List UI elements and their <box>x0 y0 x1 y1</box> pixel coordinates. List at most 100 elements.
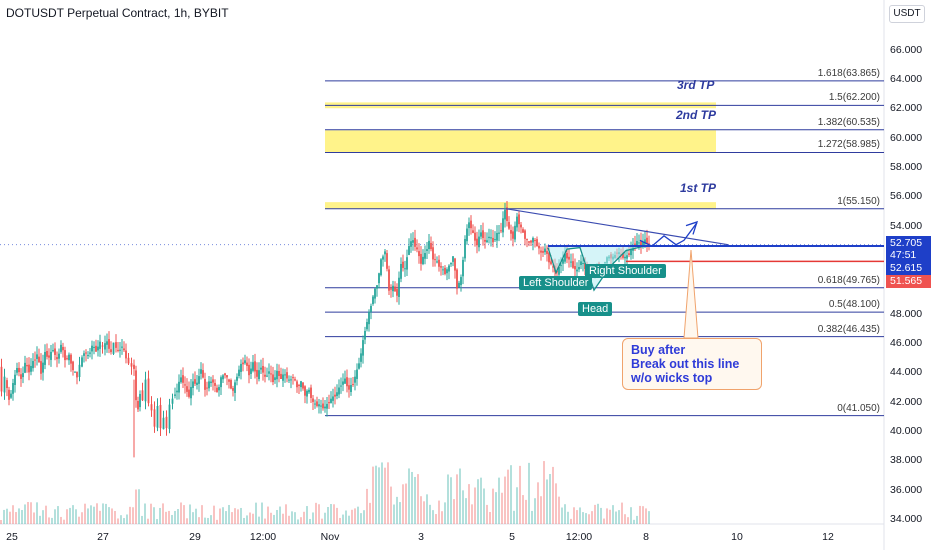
candle-body <box>20 374 22 379</box>
volume-bar <box>216 519 218 524</box>
volume-bar <box>516 487 518 524</box>
volume-bar <box>603 518 605 524</box>
candle-body <box>518 214 520 225</box>
price-tick: 48.000 <box>890 307 923 320</box>
volume-bar <box>390 486 392 524</box>
volume-bar <box>333 504 335 524</box>
candle-body <box>97 346 99 351</box>
candle-body <box>636 240 638 246</box>
target-zone-2 <box>325 130 716 153</box>
candle-body <box>58 353 60 359</box>
volume-bar <box>309 518 311 524</box>
currency-button[interactable]: USDT <box>889 5 925 23</box>
volume-bar <box>594 504 596 524</box>
volume-bar <box>198 517 200 524</box>
candle-body <box>62 346 64 351</box>
volume-bar <box>48 517 50 524</box>
volume-bar <box>288 515 290 524</box>
volume-bar <box>552 466 554 524</box>
candle-body <box>110 349 112 353</box>
volume-bar <box>39 515 41 524</box>
callout-line-2: Break out this line <box>631 357 740 371</box>
candle-body <box>8 389 10 400</box>
candle-body <box>171 398 174 404</box>
volume-bar <box>33 512 35 524</box>
candle-body <box>46 350 48 357</box>
candle-body <box>354 376 356 383</box>
candle-body <box>524 230 526 239</box>
volume-bar <box>165 511 167 524</box>
time-tick: 3 <box>418 531 424 543</box>
time-tick: 10 <box>731 531 743 543</box>
price-tick: 46.000 <box>890 336 923 349</box>
candle-body <box>264 374 266 377</box>
volume-bar <box>330 504 332 524</box>
volume-bar <box>342 514 344 524</box>
volume-bar <box>6 508 8 524</box>
volume-bar <box>246 515 248 524</box>
volume-bar <box>549 473 551 524</box>
candle-body <box>130 363 133 367</box>
candle-body <box>174 394 176 396</box>
candle-body <box>416 247 418 250</box>
volume-bar <box>498 477 500 524</box>
volume-bar <box>645 508 647 524</box>
candle-body <box>448 265 450 272</box>
candle-body <box>346 377 348 387</box>
candle-body <box>504 209 506 220</box>
time-tick: 5 <box>509 531 515 543</box>
volume-bar <box>120 515 122 524</box>
candle-body <box>258 370 260 380</box>
candle-body <box>622 252 624 258</box>
candle-body <box>430 242 432 250</box>
volume-bar <box>504 476 506 524</box>
candle-body <box>538 245 540 249</box>
volume-bar <box>477 479 479 524</box>
volume-bar <box>591 511 593 524</box>
candle-body <box>474 232 476 241</box>
candle-body <box>342 381 344 385</box>
candle-body <box>432 247 434 260</box>
candle-body <box>168 404 171 429</box>
candle-body <box>119 349 121 351</box>
candle-body <box>454 258 456 271</box>
volume-bar <box>63 519 65 524</box>
volume-bar <box>276 510 278 524</box>
volume-bar <box>369 502 371 524</box>
last-price-box: 52.705 <box>886 236 931 250</box>
volume-bar <box>438 500 440 524</box>
candle-body <box>378 273 380 284</box>
volume-bar <box>285 504 287 524</box>
volume-bar <box>54 509 56 524</box>
projection-path <box>639 222 698 247</box>
volume-bar <box>399 502 401 524</box>
candle-body <box>198 376 200 384</box>
candle-body <box>352 383 354 385</box>
time-tick: 12:00 <box>249 531 277 543</box>
volume-bar <box>123 518 125 524</box>
candle-body <box>306 390 308 397</box>
volume-bar <box>462 490 464 524</box>
candle-body <box>382 256 384 260</box>
volume-bar <box>450 477 452 524</box>
volume-bar <box>405 483 407 524</box>
candle-body <box>410 241 412 247</box>
candle-body <box>44 351 46 365</box>
candle-body <box>192 381 194 388</box>
volume-bar <box>9 511 11 524</box>
candle-body <box>478 236 480 248</box>
candle-body <box>226 375 228 378</box>
candle-body <box>274 377 276 381</box>
candle-body <box>390 288 392 290</box>
volume-bar <box>162 503 164 524</box>
candle-body <box>106 341 108 345</box>
candle-body <box>210 381 212 384</box>
volume-bar <box>375 465 377 524</box>
candle-body <box>356 369 358 379</box>
candle-body <box>406 257 408 270</box>
candle-body <box>452 256 454 262</box>
volume-bar <box>90 505 92 524</box>
projection-arrowhead <box>685 220 699 235</box>
volume-bar <box>435 514 437 524</box>
